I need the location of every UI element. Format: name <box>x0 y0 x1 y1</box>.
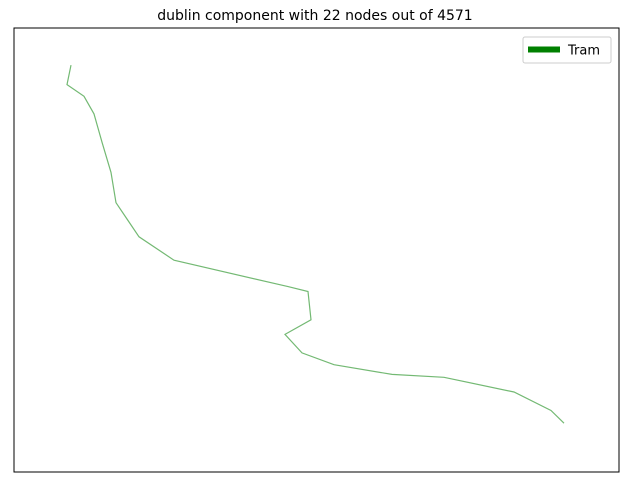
series-line-tram <box>66 64 565 424</box>
plot-area-frame <box>13 27 620 473</box>
legend: Tram <box>522 36 612 64</box>
legend-box <box>522 36 612 64</box>
chart-title: dublin component with 22 nodes out of 45… <box>157 8 473 24</box>
legend-label-tram: Tram <box>567 44 600 59</box>
series-layer <box>66 64 565 424</box>
